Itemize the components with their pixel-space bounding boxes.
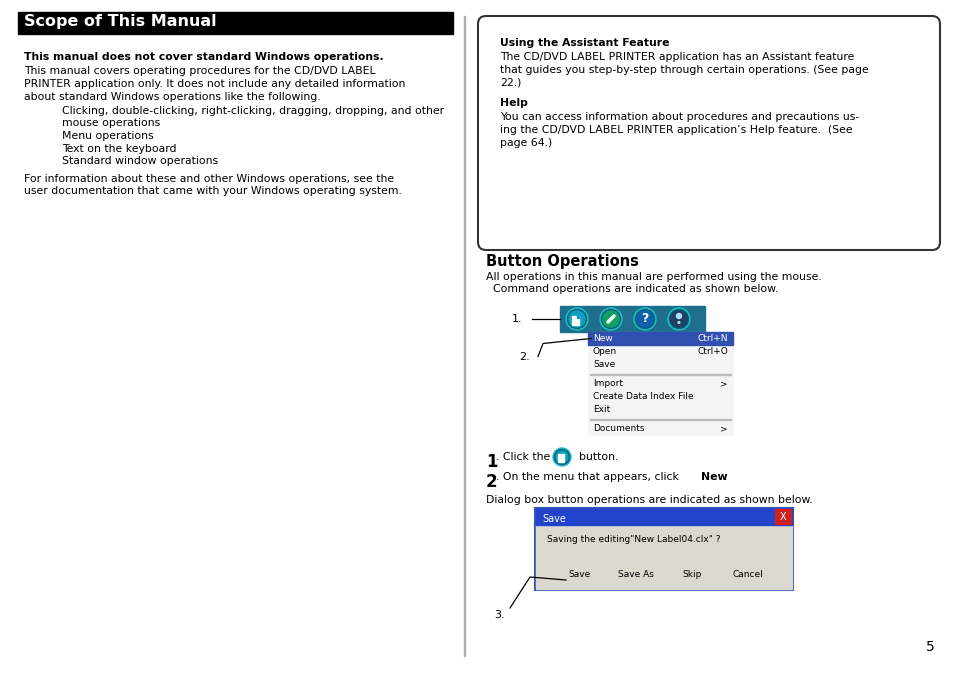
- Text: >: >: [720, 379, 727, 388]
- Text: 2: 2: [485, 473, 497, 491]
- Text: Standard window operations: Standard window operations: [62, 156, 218, 166]
- Bar: [535, 508, 792, 590]
- Text: Button Operations: Button Operations: [485, 254, 639, 269]
- Text: This manual does not cover standard Windows operations.: This manual does not cover standard Wind…: [24, 52, 383, 62]
- Bar: [559, 306, 704, 332]
- Text: Dialog box button operations are indicated as shown below.: Dialog box button operations are indicat…: [485, 495, 812, 505]
- Text: . Click the: . Click the: [496, 452, 550, 462]
- Text: Skip: Skip: [681, 570, 701, 579]
- Circle shape: [602, 311, 618, 327]
- Circle shape: [667, 308, 689, 330]
- Text: Scope of This Manual: Scope of This Manual: [24, 14, 216, 29]
- Circle shape: [676, 313, 680, 319]
- Text: You can access information about procedures and precautions us-: You can access information about procedu…: [499, 113, 859, 123]
- Bar: [558, 454, 563, 462]
- Text: Save As: Save As: [618, 570, 653, 579]
- Text: X: X: [779, 512, 785, 522]
- Text: 2.: 2.: [518, 352, 530, 361]
- Bar: [536, 525, 791, 589]
- Text: user documentation that came with your Windows operating system.: user documentation that came with your W…: [24, 186, 401, 196]
- Circle shape: [568, 311, 584, 327]
- Text: mouse operations: mouse operations: [62, 119, 160, 129]
- Text: Import: Import: [593, 379, 622, 388]
- Text: page 64.): page 64.): [499, 137, 552, 148]
- Text: Create Data Index File: Create Data Index File: [593, 392, 693, 401]
- Text: Open: Open: [593, 347, 617, 356]
- Circle shape: [553, 448, 571, 466]
- Circle shape: [669, 309, 688, 328]
- Text: Menu operations: Menu operations: [62, 131, 153, 141]
- Text: ing the CD/DVD LABEL PRINTER application’s Help feature.  (See: ing the CD/DVD LABEL PRINTER application…: [499, 125, 852, 135]
- Text: 5: 5: [925, 640, 934, 654]
- Text: Ctrl+N: Ctrl+N: [697, 334, 727, 343]
- Bar: [577, 315, 578, 317]
- Circle shape: [670, 311, 686, 327]
- Bar: [572, 315, 578, 324]
- Text: 1: 1: [485, 453, 497, 471]
- Text: For information about these and other Windows operations, see the: For information about these and other Wi…: [24, 173, 394, 183]
- Text: All operations in this manual are performed using the mouse.: All operations in this manual are perfor…: [485, 272, 821, 282]
- Text: button.: button.: [578, 452, 618, 462]
- Text: Clicking, double-clicking, right-clicking, dragging, dropping, and other: Clicking, double-clicking, right-clickin…: [62, 106, 444, 116]
- Circle shape: [554, 450, 569, 464]
- Text: Cancel: Cancel: [732, 570, 762, 579]
- Circle shape: [567, 309, 586, 328]
- FancyArrowPatch shape: [678, 322, 679, 323]
- Bar: [463, 16, 464, 656]
- Text: .: .: [723, 472, 726, 482]
- Text: 22.): 22.): [499, 78, 521, 88]
- Bar: [723, 567, 771, 582]
- Text: PRINTER application only. It does not include any detailed information: PRINTER application only. It does not in…: [24, 79, 405, 89]
- FancyBboxPatch shape: [477, 16, 939, 250]
- Circle shape: [635, 309, 654, 328]
- Text: >: >: [720, 424, 727, 433]
- Bar: [18, 32, 453, 34]
- Circle shape: [565, 308, 587, 330]
- Circle shape: [601, 309, 619, 328]
- Text: 1.: 1.: [511, 314, 521, 324]
- Text: . On the menu that appears, click: . On the menu that appears, click: [496, 472, 681, 482]
- Bar: [587, 332, 732, 435]
- Text: Using the Assistant Feature: Using the Assistant Feature: [499, 38, 669, 48]
- Circle shape: [556, 451, 567, 463]
- Text: Save: Save: [541, 514, 565, 524]
- Bar: [556, 567, 603, 582]
- Text: Text on the keyboard: Text on the keyboard: [62, 144, 176, 154]
- Circle shape: [599, 308, 621, 330]
- Text: New: New: [700, 472, 727, 482]
- Text: that guides you step-by-step through certain operations. (See page: that guides you step-by-step through cer…: [499, 65, 868, 75]
- Bar: [536, 509, 791, 525]
- Text: ?: ?: [640, 313, 648, 326]
- Text: 3.: 3.: [494, 610, 504, 620]
- Bar: [587, 332, 732, 345]
- Text: Command operations are indicated as shown below.: Command operations are indicated as show…: [485, 284, 778, 295]
- Text: Save: Save: [568, 570, 591, 579]
- Text: Help: Help: [499, 98, 527, 108]
- Text: New: New: [593, 334, 612, 343]
- Text: The CD/DVD LABEL PRINTER application has an Assistant feature: The CD/DVD LABEL PRINTER application has…: [499, 53, 854, 63]
- Bar: [589, 373, 730, 375]
- Bar: [667, 567, 716, 582]
- Bar: [612, 567, 659, 582]
- Text: This manual covers operating procedures for the CD/DVD LABEL: This manual covers operating procedures …: [24, 67, 375, 77]
- Circle shape: [634, 308, 656, 330]
- Circle shape: [637, 311, 652, 327]
- Bar: [774, 509, 790, 524]
- Bar: [18, 12, 453, 31]
- Text: Save: Save: [593, 360, 615, 369]
- Text: about standard Windows operations like the following.: about standard Windows operations like t…: [24, 92, 320, 102]
- Text: Saving the editing"New Label04.clx" ?: Saving the editing"New Label04.clx" ?: [546, 535, 720, 544]
- Text: Documents: Documents: [593, 424, 644, 433]
- Text: Ctrl+O: Ctrl+O: [697, 347, 727, 356]
- Text: Exit: Exit: [593, 405, 610, 414]
